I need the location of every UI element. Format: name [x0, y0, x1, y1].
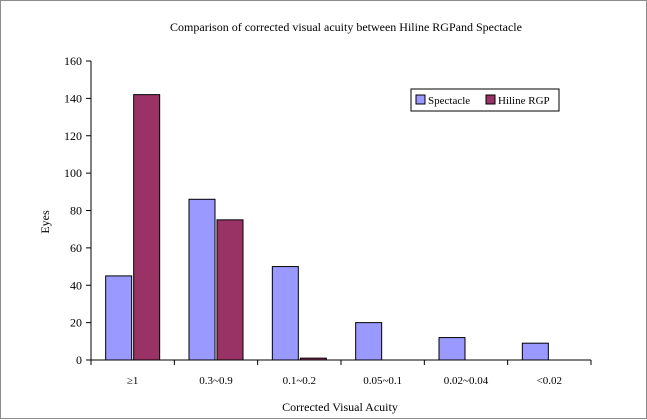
legend-label: Spectacle [428, 95, 470, 107]
bar-hiline-rgp [216, 219, 244, 361]
y-tick-label: 0 [76, 353, 82, 367]
x-tick-label: 0.05~0.1 [363, 375, 402, 387]
x-axis-label: Corrected Visual Acuity [282, 400, 398, 414]
x-tick-label: 0.1~0.2 [283, 375, 316, 387]
y-tick-label: 20 [70, 316, 82, 330]
y-tick-label: 40 [70, 278, 82, 292]
y-tick-label: 80 [70, 204, 82, 218]
legend-swatch-hiline-rgp [485, 94, 496, 105]
bar-spectacle [271, 266, 299, 361]
bar-spectacle [438, 337, 466, 361]
y-tick-label: 160 [64, 54, 82, 68]
y-axis-label: Eyes [38, 210, 52, 234]
bar-spectacle [355, 322, 383, 361]
legend-swatch-spectacle [415, 94, 426, 105]
legend-label: Hiline RGP [498, 95, 550, 107]
bar-spectacle [105, 275, 133, 361]
x-tick-label: ≥1 [127, 375, 139, 387]
bar-hiline-rgp [133, 94, 161, 361]
x-tick-label: <0.02 [537, 375, 562, 387]
bar-spectacle [188, 198, 216, 361]
chart-title: Comparison of corrected visual acuity be… [170, 20, 522, 34]
y-tick-label: 60 [70, 241, 82, 255]
y-tick-label: 100 [64, 166, 82, 180]
y-tick-label: 140 [64, 91, 82, 105]
legend-box [410, 88, 560, 112]
x-tick-label: 0.3~0.9 [199, 375, 233, 387]
y-tick-label: 120 [64, 129, 82, 143]
legend: Spectacle Hiline RGP [410, 88, 560, 112]
x-tick-label: 0.02~0.04 [444, 375, 489, 387]
plot-area: 0 20 40 60 80 100 120 140 160 ≥1 0.3~0.9 0.1~0.2 0.0… [64, 54, 592, 387]
bar-spectacle [521, 342, 549, 361]
